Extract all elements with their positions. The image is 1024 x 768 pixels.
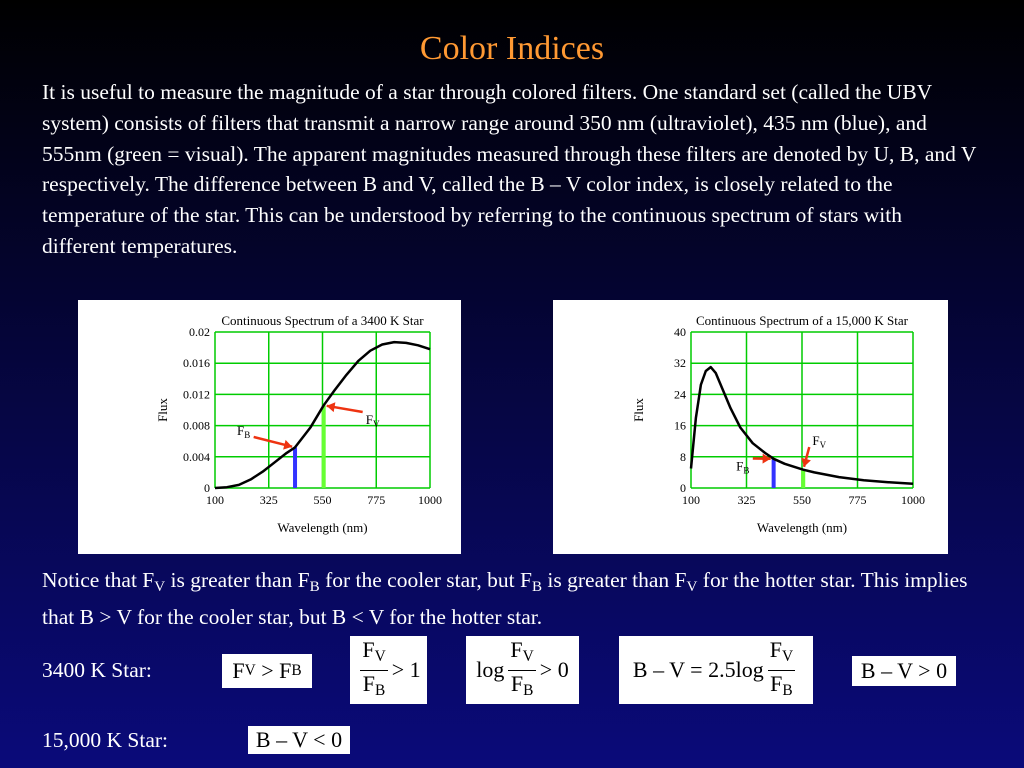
eq2-fraction: FV FB: [360, 637, 388, 704]
chart1-arrowhead-fv: [326, 402, 336, 413]
chart1-xlabel: Wavelength (nm): [277, 520, 367, 535]
eq2-numerator: FV: [360, 637, 388, 671]
equation-flux-ratio: FV FB > 1: [350, 636, 427, 704]
chart2-xtick-4: 1000: [901, 493, 925, 507]
eq1-b: F: [279, 658, 292, 683]
chart1-xtick-1: 325: [260, 493, 278, 507]
eq3-rhs: > 0: [539, 657, 569, 682]
slide-title: Color Indices: [419, 30, 605, 67]
eq4-fraction: FV FB: [767, 637, 796, 704]
chart-3400k: Continuous Spectrum of a 3400 K Star 100 3…: [78, 300, 461, 554]
chart2-ytick-2: 16: [674, 419, 686, 433]
chart1-spectrum-curve: [214, 340, 431, 490]
chart2-ylabel: Flux: [631, 398, 646, 422]
chart1-xtick-4: 1000: [418, 493, 442, 507]
chart2-xtick-0: 100: [682, 493, 700, 507]
chart1-ytick-5: 0.02: [189, 325, 210, 339]
eq1-a-sub: V: [244, 662, 256, 679]
eq3-fraction: FV FB: [508, 637, 536, 704]
chart1-xtick-3: 775: [367, 493, 385, 507]
chart1-ytick-4: 0.016: [183, 356, 210, 370]
notice-sub-1: V: [154, 578, 166, 595]
chart-3400k-svg: Continuous Spectrum of a 3400 K Star 100 3…: [155, 313, 442, 535]
chart2-ytick-4: 32: [674, 356, 686, 370]
chart1-arrowhead-fb: [283, 439, 293, 450]
notice-text-2: is greater than F: [165, 568, 310, 592]
chart2-spectrum-curve: [689, 365, 914, 485]
chart1-title: Continuous Spectrum of a 3400 K Star: [221, 313, 424, 328]
notice-text-1: Notice that F: [42, 568, 155, 592]
equation-result-cool: B – V > 0: [852, 656, 956, 686]
notice-text-4: is greater than F: [542, 568, 687, 592]
chart2-ytick-1: 8: [680, 450, 686, 464]
notice-sub-2: B: [309, 578, 320, 595]
eq4-lhs: B – V = 2.5log: [632, 657, 764, 682]
eq3-denominator: FB: [510, 670, 534, 699]
intro-paragraph: It is useful to measure the magnitude of…: [42, 80, 976, 258]
chart1-ytick-2: 0.008: [183, 419, 210, 433]
chart-15000k-svg: Continuous Spectrum of a 15,000 K Star 10…: [631, 313, 925, 535]
chart2-xtick-1: 325: [738, 493, 756, 507]
chart2-title: Continuous Spectrum of a 15,000 K Star: [696, 313, 909, 328]
chart2-ytick-5: 40: [674, 325, 686, 339]
notice-text-5: for the hotter star. This implies that B…: [42, 568, 968, 629]
chart1-ylabel: Flux: [155, 398, 170, 422]
eq1-op: >: [255, 658, 280, 683]
notice-text-3: for the cooler star, but F: [319, 568, 532, 592]
eq3-numerator: FV: [508, 637, 536, 671]
eq1-b-sub: B: [291, 662, 302, 679]
eq3-fn: log: [476, 657, 505, 682]
chart2-xtick-2: 550: [793, 493, 811, 507]
chart2-ytick-3: 24: [674, 387, 686, 401]
eq4-denominator: FB: [770, 670, 793, 699]
chart2-xlabel: Wavelength (nm): [757, 520, 847, 535]
eq2-rhs: > 1: [391, 657, 421, 682]
notice-sub-3: B: [531, 578, 543, 595]
label-3400k-star: 3400 K Star:: [42, 658, 152, 682]
chart2-arrowhead-fb: [762, 453, 771, 464]
chart2-ytick-0: 0: [680, 481, 686, 495]
eq4-numerator: FV: [767, 637, 796, 671]
notice-paragraph: Notice that FV is greater than FB for th…: [42, 565, 992, 632]
notice-sub-4: V: [686, 578, 698, 595]
chart-15000k: Continuous Spectrum of a 15,000 K Star 10…: [553, 300, 948, 554]
chart1-ytick-0: 0: [204, 481, 210, 495]
label-15000k-star: 15,000 K Star:: [42, 728, 169, 752]
chart1-label-fb: FB: [237, 423, 250, 440]
chart1-label-fv: FV: [366, 412, 380, 429]
equation-log-ratio: log FV FB > 0: [466, 636, 579, 704]
chart1-xtick-0: 100: [206, 493, 224, 507]
chart1-xtick-2: 550: [314, 493, 332, 507]
equation-result-hot: B – V < 0: [248, 726, 350, 754]
eq2-denominator: FB: [362, 670, 386, 699]
chart1-ytick-3: 0.012: [183, 387, 210, 401]
equation-color-index: B – V = 2.5log FV FB: [619, 636, 813, 704]
chart2-xtick-3: 775: [849, 493, 867, 507]
chart1-ytick-1: 0.004: [183, 450, 210, 464]
chart2-label-fv: FV: [812, 433, 826, 450]
chart2-arrowhead-fv: [801, 457, 811, 467]
eq1-a: F: [232, 658, 245, 683]
chart2-label-fb: FB: [736, 458, 749, 475]
